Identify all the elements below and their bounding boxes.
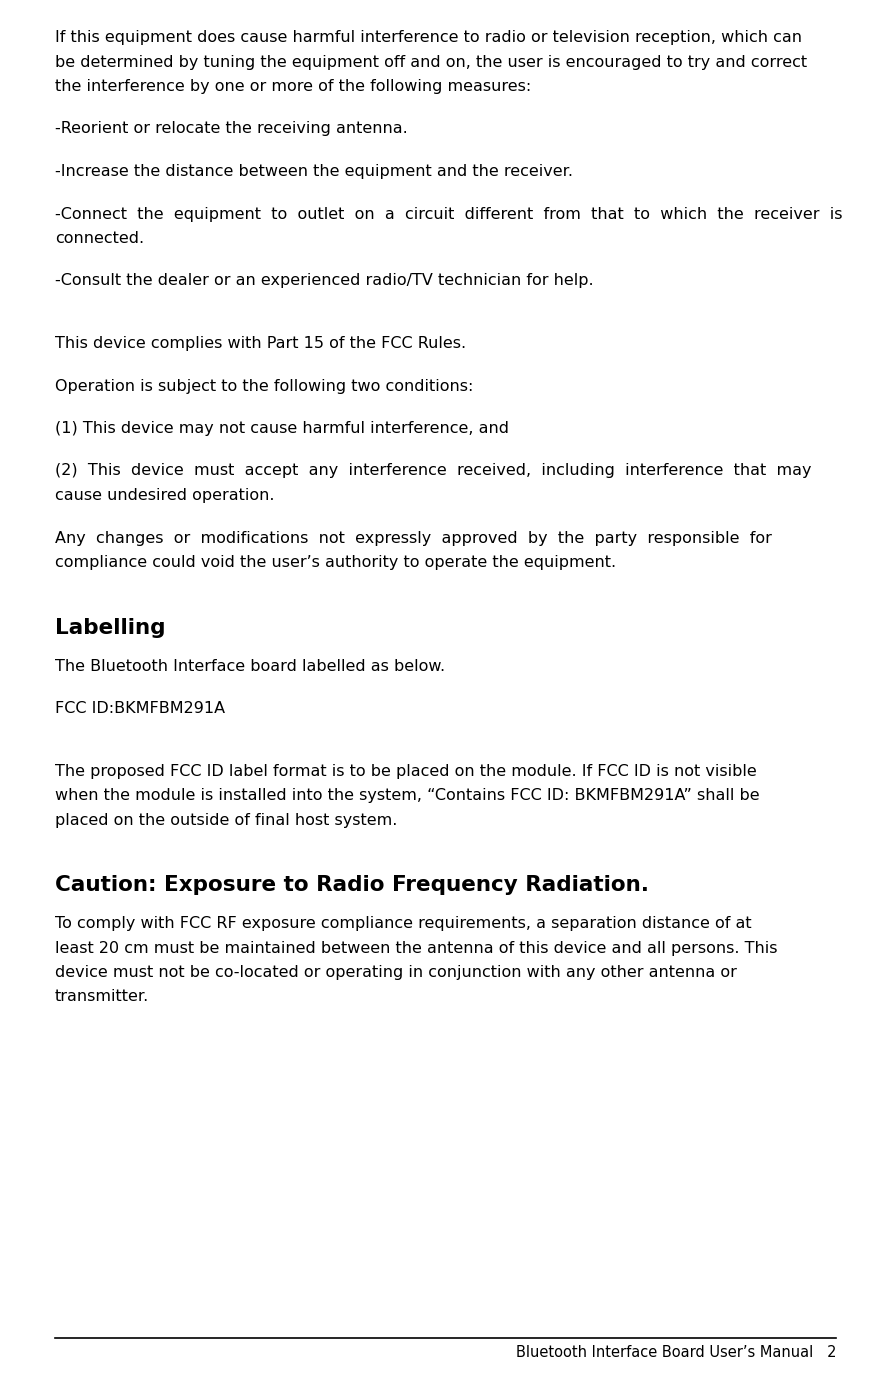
Text: -Consult the dealer or an experienced radio/TV technician for help.: -Consult the dealer or an experienced ra… bbox=[55, 273, 594, 288]
Text: connected.: connected. bbox=[55, 231, 144, 245]
Text: FCC ID:BKMFBM291A: FCC ID:BKMFBM291A bbox=[55, 701, 225, 717]
Text: Bluetooth Interface Board User’s Manual   2: Bluetooth Interface Board User’s Manual … bbox=[516, 1344, 836, 1360]
Text: -Reorient or relocate the receiving antenna.: -Reorient or relocate the receiving ante… bbox=[55, 122, 408, 136]
Text: To comply with FCC RF exposure compliance requirements, a separation distance of: To comply with FCC RF exposure complianc… bbox=[55, 916, 751, 931]
Text: -Connect  the  equipment  to  outlet  on  a  circuit  different  from  that  to : -Connect the equipment to outlet on a ci… bbox=[55, 207, 843, 222]
Text: when the module is installed into the system, “Contains FCC ID: BKMFBM291A” shal: when the module is installed into the sy… bbox=[55, 789, 759, 802]
Text: Caution: Exposure to Radio Frequency Radiation.: Caution: Exposure to Radio Frequency Rad… bbox=[55, 875, 649, 895]
Text: If this equipment does cause harmful interference to radio or television recepti: If this equipment does cause harmful int… bbox=[55, 30, 802, 44]
Text: The Bluetooth Interface board labelled as below.: The Bluetooth Interface board labelled a… bbox=[55, 658, 445, 674]
Text: be determined by tuning the equipment off and on, the user is encouraged to try : be determined by tuning the equipment of… bbox=[55, 54, 807, 69]
Text: the interference by one or more of the following measures:: the interference by one or more of the f… bbox=[55, 79, 532, 94]
Text: transmitter.: transmitter. bbox=[55, 990, 149, 1005]
Text: Operation is subject to the following two conditions:: Operation is subject to the following tw… bbox=[55, 378, 473, 394]
Text: Any  changes  or  modifications  not  expressly  approved  by  the  party  respo: Any changes or modifications not express… bbox=[55, 531, 772, 546]
Text: device must not be co-located or operating in conjunction with any other antenna: device must not be co-located or operati… bbox=[55, 965, 737, 980]
Text: (1) This device may not cause harmful interference, and: (1) This device may not cause harmful in… bbox=[55, 421, 509, 437]
Text: cause undesired operation.: cause undesired operation. bbox=[55, 488, 275, 503]
Text: compliance could void the user’s authority to operate the equipment.: compliance could void the user’s authori… bbox=[55, 554, 616, 570]
Text: This device complies with Part 15 of the FCC Rules.: This device complies with Part 15 of the… bbox=[55, 335, 466, 351]
Text: The proposed FCC ID label format is to be placed on the module. If FCC ID is not: The proposed FCC ID label format is to b… bbox=[55, 764, 757, 779]
Text: -Increase the distance between the equipment and the receiver.: -Increase the distance between the equip… bbox=[55, 164, 573, 179]
Text: placed on the outside of final host system.: placed on the outside of final host syst… bbox=[55, 812, 398, 827]
Text: least 20 cm must be maintained between the antenna of this device and all person: least 20 cm must be maintained between t… bbox=[55, 941, 778, 955]
Text: Labelling: Labelling bbox=[55, 618, 166, 638]
Text: (2)  This  device  must  accept  any  interference  received,  including  interf: (2) This device must accept any interfer… bbox=[55, 463, 812, 478]
